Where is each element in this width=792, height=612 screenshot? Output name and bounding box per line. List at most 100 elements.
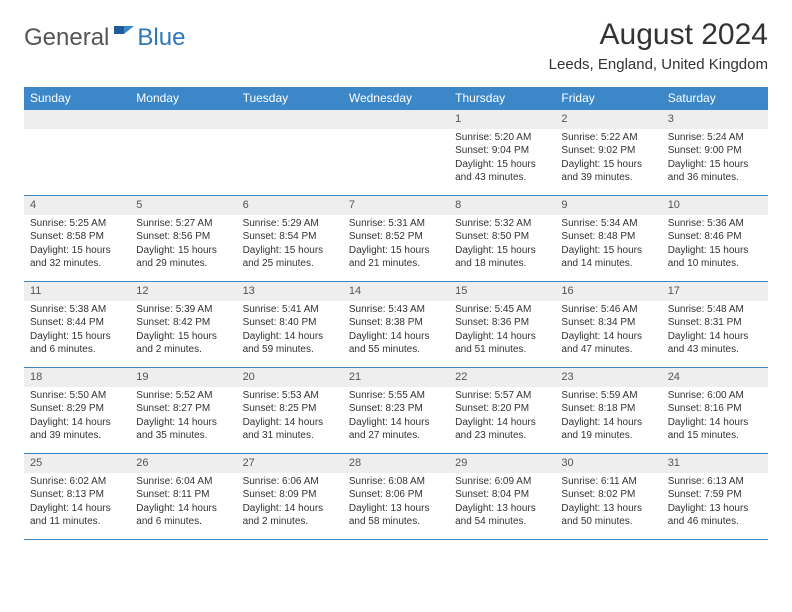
calendar-day-cell: 18Sunrise: 5:50 AMSunset: 8:29 PMDayligh… (24, 368, 130, 454)
calendar-day-cell: 17Sunrise: 5:48 AMSunset: 8:31 PMDayligh… (662, 282, 768, 368)
day-number-empty (237, 110, 343, 129)
daylight-text: Daylight: 15 hours and 21 minutes. (349, 244, 443, 271)
sunrise-text: Sunrise: 5:24 AM (668, 131, 762, 145)
calendar-day-cell: 22Sunrise: 5:57 AMSunset: 8:20 PMDayligh… (449, 368, 555, 454)
day-number: 14 (343, 282, 449, 301)
calendar-day-cell: 9Sunrise: 5:34 AMSunset: 8:48 PMDaylight… (555, 196, 661, 282)
daylight-text: Daylight: 15 hours and 36 minutes. (668, 158, 762, 185)
location: Leeds, England, United Kingdom (549, 56, 768, 73)
sunrise-text: Sunrise: 5:22 AM (561, 131, 655, 145)
daylight-text: Daylight: 15 hours and 18 minutes. (455, 244, 549, 271)
day-number: 21 (343, 368, 449, 387)
daylight-text: Daylight: 13 hours and 46 minutes. (668, 502, 762, 529)
calendar-day-cell: 6Sunrise: 5:29 AMSunset: 8:54 PMDaylight… (237, 196, 343, 282)
sunset-text: Sunset: 8:13 PM (30, 488, 124, 502)
day-number-empty (343, 110, 449, 129)
sunset-text: Sunset: 8:56 PM (136, 230, 230, 244)
weekday-header: Saturday (662, 87, 768, 110)
logo-text-blue: Blue (137, 24, 185, 52)
daylight-text: Daylight: 15 hours and 25 minutes. (243, 244, 337, 271)
calendar-day-cell: 29Sunrise: 6:09 AMSunset: 8:04 PMDayligh… (449, 454, 555, 540)
calendar-day-cell: 16 Sunrise: 5:46 AMSunset: 8:34 PMDayligh… (555, 282, 661, 368)
calendar-table: Sunday Monday Tuesday Wednesday Thursday… (24, 87, 768, 540)
sunset-text: Sunset: 8:50 PM (455, 230, 549, 244)
day-details: Sunrise: 6:11 AMSunset: 8:02 PMDaylight:… (555, 473, 661, 533)
sunset-text: Sunset: 8:52 PM (349, 230, 443, 244)
sunset-text: Sunset: 8:38 PM (349, 316, 443, 330)
daylight-text: Daylight: 14 hours and 15 minutes. (668, 416, 762, 443)
daylight-text: Daylight: 14 hours and 43 minutes. (668, 330, 762, 357)
day-number: 15 (449, 282, 555, 301)
calendar-day-cell: 1Sunrise: 5:20 AMSunset: 9:04 PMDaylight… (449, 110, 555, 196)
day-details: Sunrise: 6:00 AMSunset: 8:16 PMDaylight:… (662, 387, 768, 447)
daylight-text: Daylight: 14 hours and 55 minutes. (349, 330, 443, 357)
sunrise-text: Sunrise: 5:50 AM (30, 389, 124, 403)
day-number: 25 (24, 454, 130, 473)
sunrise-text: Sunrise: 5:41 AM (243, 303, 337, 317)
calendar-day-cell: 19Sunrise: 5:52 AMSunset: 8:27 PMDayligh… (130, 368, 236, 454)
sunset-text: Sunset: 7:59 PM (668, 488, 762, 502)
sunrise-text: Sunrise: 5:53 AM (243, 389, 337, 403)
day-number: 7 (343, 196, 449, 215)
weekday-header: Wednesday (343, 87, 449, 110)
calendar-day-cell: 11Sunrise: 5:38 AMSunset: 8:44 PMDayligh… (24, 282, 130, 368)
calendar-day-cell: 15 Sunrise: 5:45 AMSunset: 8:36 PMDayligh… (449, 282, 555, 368)
sunrise-text: Sunrise: 6:00 AM (668, 389, 762, 403)
sunset-text: Sunset: 8:58 PM (30, 230, 124, 244)
daylight-text: Daylight: 14 hours and 35 minutes. (136, 416, 230, 443)
logo: General Blue (24, 24, 185, 52)
day-details: Sunrise: 5:32 AMSunset: 8:50 PMDaylight:… (449, 215, 555, 275)
weekday-header-row: Sunday Monday Tuesday Wednesday Thursday… (24, 87, 768, 110)
day-details: Sunrise: 6:08 AMSunset: 8:06 PMDaylight:… (343, 473, 449, 533)
calendar-day-cell: 8Sunrise: 5:32 AMSunset: 8:50 PMDaylight… (449, 196, 555, 282)
daylight-text: Daylight: 15 hours and 29 minutes. (136, 244, 230, 271)
day-details: Sunrise: 5:53 AMSunset: 8:25 PMDaylight:… (237, 387, 343, 447)
daylight-text: Daylight: 14 hours and 6 minutes. (136, 502, 230, 529)
sunset-text: Sunset: 8:29 PM (30, 402, 124, 416)
sunrise-text: Sunrise: 5:57 AM (455, 389, 549, 403)
sunset-text: Sunset: 8:04 PM (455, 488, 549, 502)
sunrise-text: Sunrise: 5:39 AM (136, 303, 230, 317)
calendar-day-cell: 21Sunrise: 5:55 AMSunset: 8:23 PMDayligh… (343, 368, 449, 454)
day-details: Sunrise: 5:50 AMSunset: 8:29 PMDaylight:… (24, 387, 130, 447)
header: General Blue August 2024 Leeds, England,… (24, 18, 768, 73)
day-number: 12 (130, 282, 236, 301)
calendar-week-row: 1Sunrise: 5:20 AMSunset: 9:04 PMDaylight… (24, 110, 768, 196)
sunrise-text: Sunrise: 5:32 AM (455, 217, 549, 231)
calendar-day-cell: 10Sunrise: 5:36 AMSunset: 8:46 PMDayligh… (662, 196, 768, 282)
daylight-text: Daylight: 15 hours and 39 minutes. (561, 158, 655, 185)
day-details: Sunrise: 5:29 AMSunset: 8:54 PMDaylight:… (237, 215, 343, 275)
sunset-text: Sunset: 8:23 PM (349, 402, 443, 416)
title-block: August 2024 Leeds, England, United Kingd… (549, 18, 768, 73)
month-title: August 2024 (549, 18, 768, 52)
daylight-text: Daylight: 14 hours and 39 minutes. (30, 416, 124, 443)
day-number-empty (24, 110, 130, 129)
weekday-header: Friday (555, 87, 661, 110)
day-number: 30 (555, 454, 661, 473)
calendar-week-row: 4Sunrise: 5:25 AMSunset: 8:58 PMDaylight… (24, 196, 768, 282)
calendar-day-cell: 20Sunrise: 5:53 AMSunset: 8:25 PMDayligh… (237, 368, 343, 454)
sunset-text: Sunset: 8:34 PM (561, 316, 655, 330)
sunrise-text: Sunrise: 5:29 AM (243, 217, 337, 231)
day-number: 31 (662, 454, 768, 473)
sunrise-text: Sunrise: 5:45 AM (455, 303, 549, 317)
calendar-day-cell: 26Sunrise: 6:04 AMSunset: 8:11 PMDayligh… (130, 454, 236, 540)
daylight-text: Daylight: 15 hours and 10 minutes. (668, 244, 762, 271)
day-number: 16 (555, 282, 661, 301)
daylight-text: Daylight: 14 hours and 51 minutes. (455, 330, 549, 357)
day-number: 1 (449, 110, 555, 129)
sunrise-text: Sunrise: 5:46 AM (561, 303, 655, 317)
calendar-week-row: 11Sunrise: 5:38 AMSunset: 8:44 PMDayligh… (24, 282, 768, 368)
day-number: 27 (237, 454, 343, 473)
calendar-day-cell: 7Sunrise: 5:31 AMSunset: 8:52 PMDaylight… (343, 196, 449, 282)
daylight-text: Daylight: 14 hours and 47 minutes. (561, 330, 655, 357)
calendar-day-cell: 4Sunrise: 5:25 AMSunset: 8:58 PMDaylight… (24, 196, 130, 282)
sunset-text: Sunset: 8:36 PM (455, 316, 549, 330)
sunset-text: Sunset: 8:09 PM (243, 488, 337, 502)
day-details: Sunrise: 5:34 AMSunset: 8:48 PMDaylight:… (555, 215, 661, 275)
day-details: Sunrise: 6:13 AMSunset: 7:59 PMDaylight:… (662, 473, 768, 533)
day-number: 9 (555, 196, 661, 215)
sunrise-text: Sunrise: 5:34 AM (561, 217, 655, 231)
sunset-text: Sunset: 8:25 PM (243, 402, 337, 416)
sunrise-text: Sunrise: 5:59 AM (561, 389, 655, 403)
